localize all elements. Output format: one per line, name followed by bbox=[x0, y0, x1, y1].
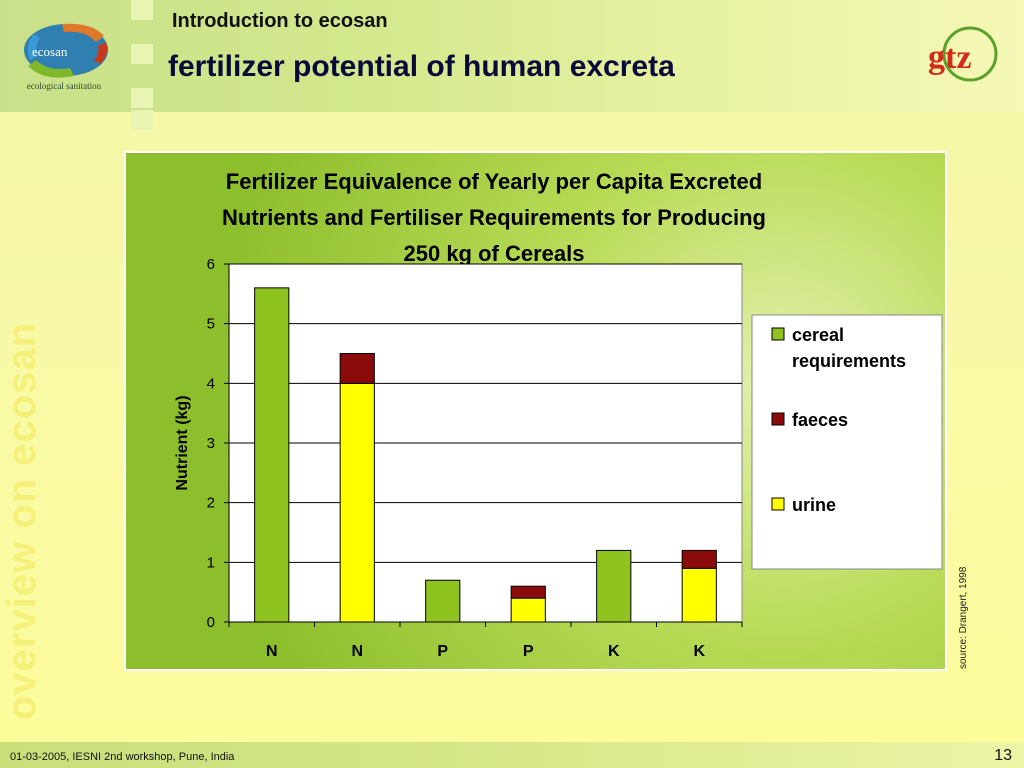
slide-footer: 01-03-2005, IESNI 2nd workshop, Pune, In… bbox=[0, 742, 1024, 768]
x-tick-label: N bbox=[266, 643, 278, 660]
legend-swatch bbox=[771, 412, 785, 426]
legend-box bbox=[751, 314, 943, 570]
x-tick-label: P bbox=[437, 643, 448, 660]
y-tick-label: 6 bbox=[207, 256, 215, 273]
legend-label: cereal bbox=[792, 325, 844, 345]
chart-title-line: 250 kg of Cereals bbox=[404, 241, 585, 266]
y-tick-label: 5 bbox=[207, 316, 215, 333]
bar-segment bbox=[681, 567, 717, 623]
chart: Fertilizer Equivalence of Yearly per Cap… bbox=[174, 169, 943, 660]
x-tick-label: K bbox=[693, 643, 705, 660]
chart-title-line: Fertilizer Equivalence of Yearly per Cap… bbox=[226, 169, 762, 194]
slide-header: ecosan ecological sanitation Introductio… bbox=[0, 0, 1024, 130]
logo-word: ecosan bbox=[32, 44, 68, 59]
chart-panel: Fertilizer Equivalence of Yearly per Cap… bbox=[124, 151, 947, 671]
slide-subtitle: Introduction to ecosan bbox=[172, 10, 388, 32]
bar-segment bbox=[254, 287, 290, 623]
legend-label: urine bbox=[792, 495, 836, 515]
axes bbox=[228, 264, 743, 627]
bars bbox=[254, 287, 717, 623]
decorative-squares bbox=[131, 0, 153, 132]
bar-segment bbox=[681, 549, 717, 569]
bar-segment bbox=[596, 549, 632, 623]
chart-title-line: Nutrients and Fertiliser Requirements fo… bbox=[222, 205, 766, 230]
bar-segment bbox=[339, 353, 375, 384]
y-tick-label: 2 bbox=[207, 495, 215, 512]
y-axis-label: Nutrient (kg) bbox=[174, 395, 191, 490]
y-tick-label: 3 bbox=[207, 435, 215, 452]
legend-label: faeces bbox=[792, 410, 848, 430]
legend: cereal requirements faeces urine bbox=[751, 314, 943, 570]
logo-caption: ecological sanitation bbox=[26, 81, 102, 91]
legend-swatch bbox=[771, 497, 785, 511]
y-tick-label: 0 bbox=[207, 614, 215, 631]
ecosan-logo-icon bbox=[24, 23, 108, 78]
vertical-section-label: overview on ecosan bbox=[0, 321, 44, 720]
y-tick-labels: 0 1 2 3 4 5 6 bbox=[207, 256, 215, 631]
x-tick-label: K bbox=[608, 643, 620, 660]
chart-title: Fertilizer Equivalence of Yearly per Cap… bbox=[222, 169, 766, 266]
x-tick-label: N bbox=[351, 643, 363, 660]
source-citation: source: Drangert, 1998 bbox=[958, 566, 969, 669]
y-tick-label: 4 bbox=[207, 375, 215, 392]
x-tick-label: P bbox=[523, 643, 534, 660]
gtz-logo-text: gtz bbox=[928, 39, 971, 76]
page-number: 13 bbox=[994, 747, 1012, 764]
bar-segment bbox=[510, 597, 546, 623]
y-tick-label: 1 bbox=[207, 554, 215, 571]
slide-title: fertilizer potential of human excreta bbox=[168, 50, 675, 83]
legend-label: requirements bbox=[792, 351, 906, 371]
footer-text: 01-03-2005, IESNI 2nd workshop, Pune, In… bbox=[10, 751, 235, 763]
gtz-logo-icon: gtz bbox=[928, 26, 998, 82]
bar-segment bbox=[510, 585, 546, 599]
legend-swatch bbox=[771, 327, 785, 341]
ecosan-logo bbox=[14, 16, 118, 98]
bar-segment bbox=[425, 579, 461, 623]
bar-segment bbox=[339, 382, 375, 623]
gtz-logo: gtz bbox=[924, 24, 1008, 88]
